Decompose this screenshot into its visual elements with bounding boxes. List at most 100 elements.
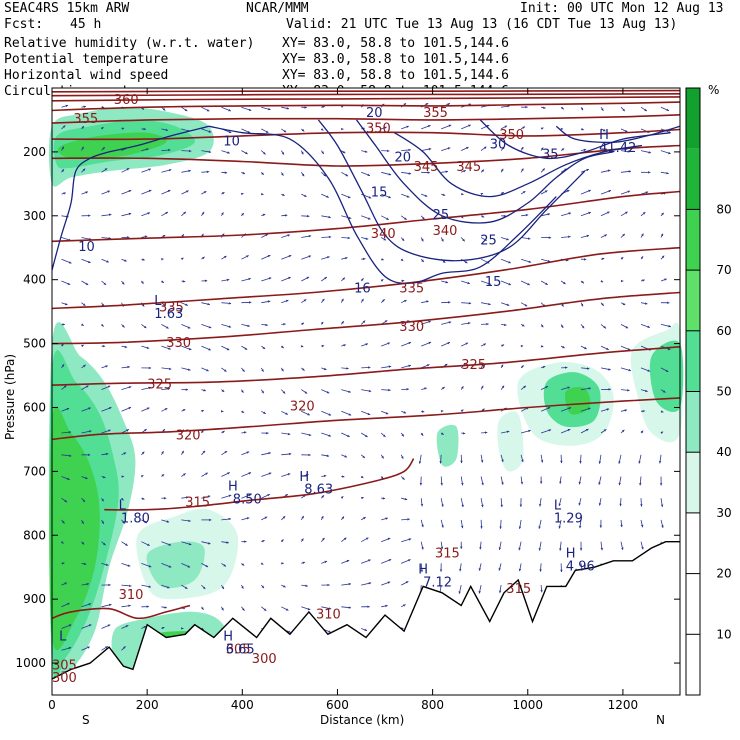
potential-temperature-contours (51, 89, 681, 620)
circulation-vector (640, 410, 645, 413)
circulation-vector (81, 519, 84, 525)
circulation-vector (281, 345, 284, 349)
circulation-vector (101, 385, 111, 390)
circulation-vector (321, 215, 331, 219)
circulation-vector (500, 364, 504, 369)
circulation-vector (260, 389, 265, 394)
contour-label: H (228, 480, 238, 495)
circulation-vector (221, 278, 230, 282)
circulation-vector (101, 452, 109, 456)
wind-speed-contour-30 (479, 119, 671, 160)
circulation-vector (341, 367, 349, 370)
circulation-vector (201, 211, 205, 217)
circulation-vector (440, 386, 445, 390)
circulation-vector (539, 476, 543, 484)
circulation-vector (460, 385, 464, 390)
circulation-vector (321, 105, 325, 109)
circulation-vector (460, 541, 463, 549)
circulation-vector (500, 168, 504, 173)
circulation-vector (301, 255, 312, 260)
circulation-vector (500, 280, 512, 286)
circulation-vector (300, 515, 305, 521)
circulation-vector (381, 581, 391, 586)
circulation-vector (300, 172, 305, 177)
contour-label: 315 (506, 582, 531, 597)
circulation-vector (361, 237, 369, 240)
circulation-vector (541, 213, 551, 217)
circulation-vector (481, 431, 488, 434)
circulation-vector (141, 386, 152, 390)
circulation-vector (478, 563, 482, 571)
contour-label: 30 (490, 138, 507, 153)
contour-label: 305 (52, 658, 77, 673)
circulation-vector (61, 104, 69, 108)
circulation-vector (540, 147, 544, 151)
circulation-vector (181, 190, 189, 195)
circulation-vector (520, 190, 526, 195)
circulation-vector (281, 432, 291, 436)
circulation-vector (340, 516, 345, 521)
circulation-vector (101, 258, 109, 263)
circulation-vector (281, 584, 286, 588)
circulation-vector (260, 367, 264, 372)
circulation-vector (401, 171, 412, 175)
circulation-vector (580, 148, 587, 152)
circulation-vector (461, 280, 471, 285)
circulation-vector (360, 454, 366, 459)
circulation-vector (501, 430, 510, 434)
circulation-vector (600, 302, 605, 307)
y-tick-label: 800 (23, 528, 46, 542)
circulation-vector (461, 124, 471, 130)
rh-region-5 (49, 406, 100, 651)
circulation-vector (101, 541, 106, 546)
circulation-vector (301, 606, 311, 611)
circulation-vector (480, 169, 485, 173)
circulation-vector (121, 563, 131, 567)
contour-label: 8.63 (304, 483, 333, 498)
contour-label: 360 (114, 93, 139, 108)
contour-labels: 360 355 355 350 350 345 345 340 340 335 335 330 330 3… (52, 93, 636, 686)
circulation-vector (261, 452, 271, 456)
circulation-vector (520, 258, 532, 263)
circulation-vector (361, 389, 372, 393)
circulation-vector (121, 168, 130, 173)
circulation-vector (81, 323, 84, 326)
circulation-vector (559, 476, 562, 484)
circulation-vector (101, 646, 108, 651)
circulation-vector (520, 429, 531, 434)
circulation-vector (400, 454, 404, 459)
circulation-vector (561, 366, 568, 369)
circulation-vector (161, 387, 171, 391)
circulation-vector (161, 280, 165, 284)
circulation-vector (460, 409, 464, 412)
circulation-vector (61, 476, 70, 480)
contour-label: 7.12 (423, 575, 452, 590)
circulation-vector (640, 367, 651, 372)
circulation-vector (401, 193, 410, 198)
circulation-vector (301, 193, 307, 198)
rh-region-16 (436, 424, 459, 467)
x-axis-south-label: S (82, 713, 90, 727)
circulation-vector (341, 236, 351, 240)
colorbar-tick-label: 20 (716, 567, 731, 581)
theta-contour-350 (51, 128, 681, 141)
circulation-vector (320, 321, 324, 325)
theta-contour-320 (51, 397, 681, 441)
circulation-vector (281, 214, 288, 217)
circulation-vector (400, 237, 405, 242)
circulation-vector (141, 541, 150, 546)
circulation-vector (520, 168, 524, 173)
circulation-vector (181, 584, 188, 590)
circulation-vector (500, 125, 508, 130)
circulation-vector (381, 410, 389, 415)
circulation-vector (599, 519, 603, 528)
contour-label: 8.50 (233, 492, 262, 507)
circulation-vector (481, 322, 489, 326)
circulation-vector (221, 191, 225, 195)
circulation-vector (600, 128, 606, 132)
circulation-vector (400, 258, 404, 262)
circulation-vector (201, 190, 207, 195)
circulation-vector (140, 475, 144, 478)
circulation-vector (660, 519, 664, 528)
circulation-vector (221, 389, 225, 393)
